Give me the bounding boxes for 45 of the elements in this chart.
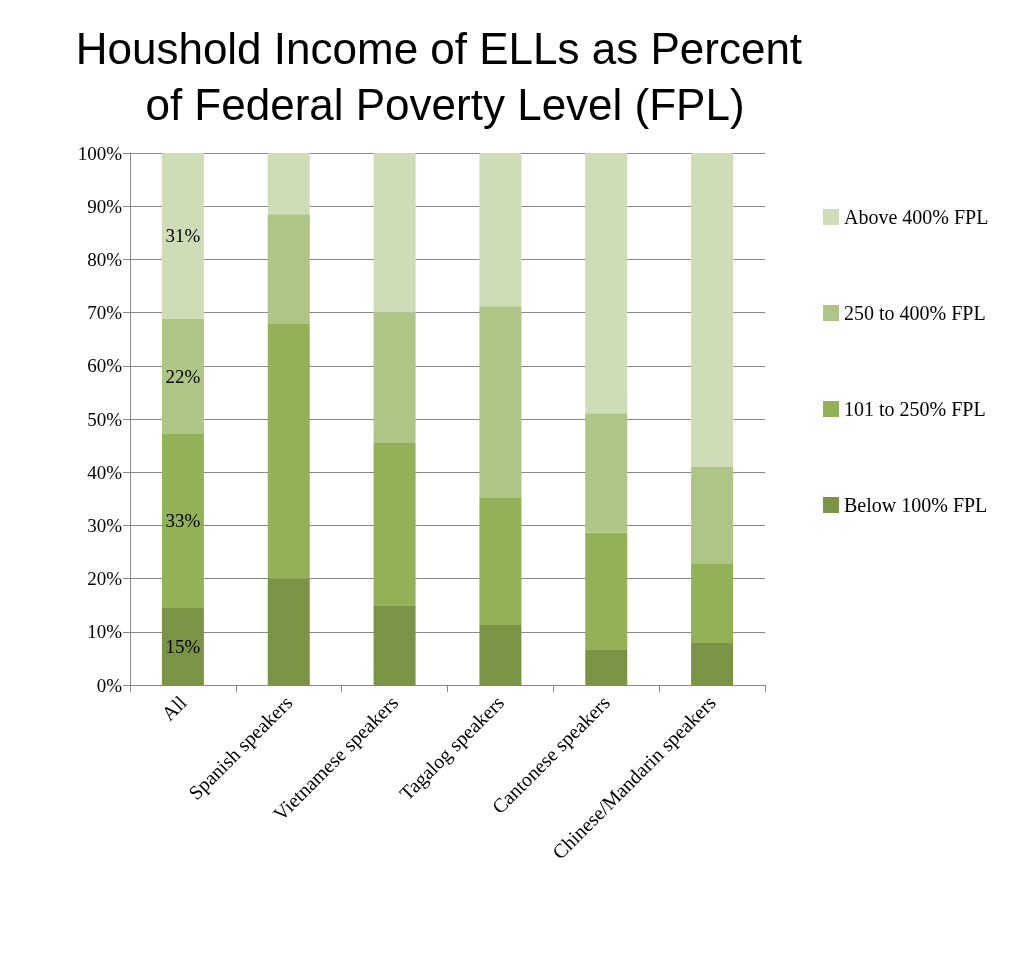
legend-label: Below 100% FPL <box>844 494 988 516</box>
bar <box>585 532 628 650</box>
bar <box>161 153 204 319</box>
y-tick-label: 90% <box>87 195 123 217</box>
y-tick-label: 60% <box>87 355 123 377</box>
y-tick-label: 80% <box>87 248 123 270</box>
bar <box>585 649 628 685</box>
bar <box>479 306 522 498</box>
bar <box>267 323 310 579</box>
data-label: 33% <box>165 510 201 532</box>
legend-label: Above 400% FPL <box>844 206 989 228</box>
y-tick-label: 0% <box>96 674 123 696</box>
y-tick-label: 40% <box>87 461 123 483</box>
bar <box>691 466 734 564</box>
bar <box>479 497 522 625</box>
y-tick-label: 20% <box>87 568 123 590</box>
data-label: 31% <box>165 225 201 247</box>
bar <box>479 624 522 685</box>
bar <box>585 153 628 414</box>
bar <box>267 578 310 685</box>
bar <box>479 153 522 307</box>
bar <box>267 214 310 324</box>
bar <box>373 312 416 443</box>
bar <box>161 607 204 685</box>
bar <box>267 153 310 215</box>
bar <box>691 642 734 685</box>
x-tick-label: All <box>157 690 191 725</box>
bar <box>373 605 416 685</box>
bar <box>585 413 628 533</box>
y-tick-label: 10% <box>87 621 123 643</box>
bar <box>161 318 204 434</box>
y-tick-label: 70% <box>87 302 123 324</box>
bar <box>161 433 204 608</box>
y-tick-label: 100% <box>77 142 123 164</box>
data-label: 22% <box>165 365 201 387</box>
bar <box>691 563 734 643</box>
data-label: 15% <box>165 635 201 657</box>
y-tick-label: 50% <box>87 408 123 430</box>
legend-label: 250 to 400% FPL <box>844 302 986 324</box>
bar <box>373 442 416 606</box>
bar <box>691 153 734 467</box>
legend-label: 101 to 250% FPL <box>844 398 986 420</box>
bar <box>373 153 416 313</box>
chart-title: Houshold Income of ELLs as Percent of Federal Poverty Level (FPL) <box>75 23 815 129</box>
y-tick-label: 30% <box>87 514 123 536</box>
